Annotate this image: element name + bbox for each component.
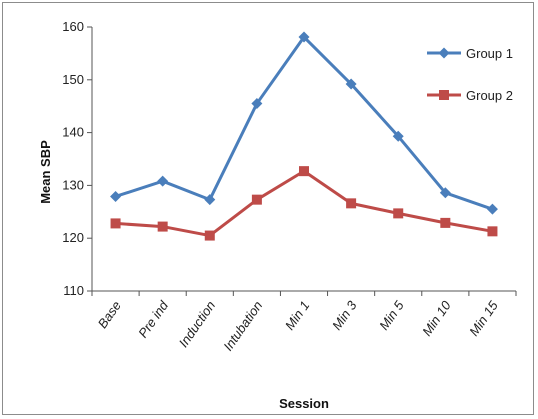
- x-ticks: Base Pre ind Induction Intubation Min 1 Min 3…: [91, 291, 517, 354]
- data-point: [487, 226, 498, 237]
- y-ticks: 110 120 130 140 150 160: [62, 19, 92, 298]
- y-axis-title: Mean SBP: [38, 140, 53, 204]
- data-point: [157, 175, 169, 187]
- data-point: [345, 78, 357, 90]
- data-point: [439, 187, 451, 199]
- data-point: [204, 230, 215, 241]
- data-point: [393, 208, 404, 219]
- x-tick-label: Pre ind: [135, 297, 171, 340]
- x-tick-label: Base: [95, 298, 124, 331]
- y-tick-label: 130: [62, 177, 84, 192]
- legend-label: Group 1: [466, 46, 513, 61]
- y-tick-label: 140: [62, 125, 84, 140]
- legend: Group 1 Group 2: [427, 46, 513, 103]
- x-tick-label: Min 15: [466, 297, 501, 338]
- x-tick-label: Min 5: [376, 297, 407, 332]
- data-point: [392, 130, 404, 142]
- data-point: [440, 217, 451, 228]
- series-line: [115, 35, 493, 211]
- data-point: [251, 194, 262, 205]
- data-point: [299, 166, 309, 177]
- x-tick-label: Min 3: [329, 297, 360, 332]
- chart-frame: [2, 2, 534, 415]
- x-tick-label: Min 10: [419, 297, 454, 338]
- data-point: [486, 203, 498, 215]
- y-tick-label: 120: [62, 230, 84, 245]
- x-tick-label: Intubation: [220, 298, 265, 353]
- series-2: [110, 166, 498, 241]
- legend-label: Group 2: [466, 88, 513, 103]
- y-tick-label: 150: [62, 72, 84, 87]
- data-point: [110, 190, 122, 202]
- y-tick-label: 110: [63, 283, 84, 298]
- data-point: [110, 218, 121, 229]
- data-point: [346, 198, 357, 209]
- y-tick-label: 160: [62, 19, 84, 34]
- axes: [91, 27, 516, 292]
- x-axis-title: Session: [279, 396, 329, 411]
- x-tick-label: Induction: [176, 298, 219, 350]
- legend-marker: [439, 90, 449, 100]
- legend-marker: [438, 47, 450, 59]
- data-point: [251, 98, 263, 110]
- series-1: [110, 31, 498, 215]
- data-point: [298, 31, 310, 43]
- data-point: [204, 194, 216, 206]
- series-layer: [110, 31, 498, 241]
- data-point: [157, 221, 168, 232]
- x-tick-label: Min 1: [282, 298, 313, 333]
